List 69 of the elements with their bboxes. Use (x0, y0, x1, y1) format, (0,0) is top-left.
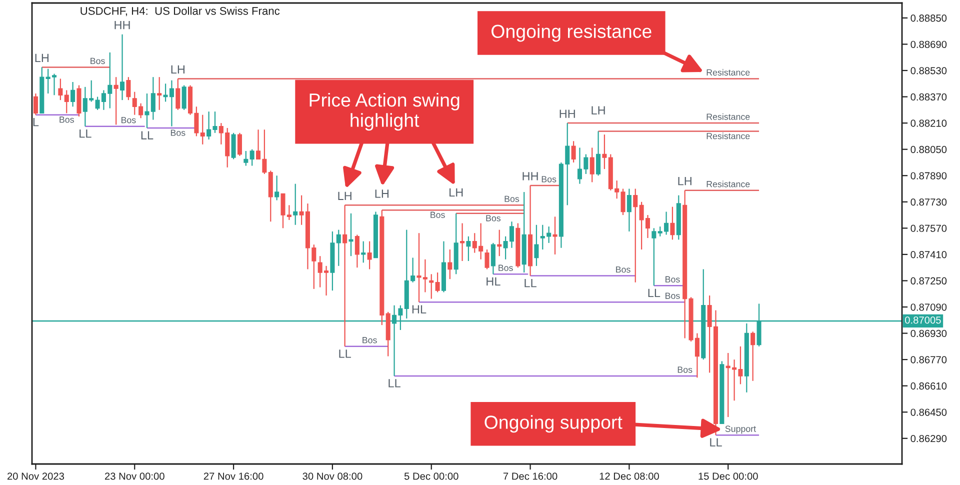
data-label: Bos (362, 337, 377, 344)
x-tick-label: 12 Dec 08:00 (600, 472, 659, 480)
data-label: HL (412, 305, 426, 314)
x-tick-label: 27 Nov 16:00 (204, 472, 264, 480)
x-tick-label: 20 Nov 2023 (7, 472, 64, 480)
data-label: Bos (60, 116, 74, 123)
data-label: Bos (430, 212, 445, 218)
x-tick-label: 7 Dec 16:00 (503, 472, 558, 480)
data-label: Bos (504, 196, 520, 202)
data-label: LL (524, 279, 536, 288)
data-label: LH (375, 190, 388, 198)
data-label: LL (388, 379, 400, 388)
data-label: LL (710, 438, 722, 446)
data-label: Support (725, 426, 756, 434)
data-label: Bos (666, 276, 680, 282)
y-tick-label: 0.88530 (910, 67, 947, 74)
y-tick-label: 0.88210 (910, 120, 947, 127)
annotation: Ongoing resistance (492, 24, 652, 42)
data-label: LL (648, 288, 660, 297)
data-label: LH (171, 65, 184, 74)
data-label: LH (35, 54, 48, 62)
data-label: Bos (498, 264, 513, 271)
x-tick-label: 15 Dec 00:00 (698, 472, 758, 480)
annotation: Ongoing support (484, 415, 622, 433)
data-label: LH (592, 106, 605, 114)
data-label: Bos (486, 215, 501, 222)
x-tick-label: 5 Dec 00:00 (404, 472, 458, 480)
annotation: HH (114, 21, 130, 30)
data-label: LL (80, 130, 92, 138)
y-tick-label: 0.86930 (910, 330, 947, 338)
y-tick-label: 0.86770 (910, 356, 947, 364)
data-label: Resistance (706, 180, 750, 188)
y-tick-label: 0.87410 (910, 251, 947, 258)
data-label: LH (450, 188, 463, 196)
data-label: HH (522, 172, 538, 180)
data-label: HL (486, 277, 500, 286)
data-label: HH (560, 110, 575, 118)
data-label: Resistance (706, 113, 750, 120)
x-tick-label: 23 Nov 00:00 (104, 472, 164, 480)
y-tick-label: 0.87890 (910, 172, 947, 180)
y-tick-label: 0.87250 (910, 277, 947, 284)
ref-line-label: 0.87005 (905, 316, 941, 324)
x-tick-label: 30 Nov 08:00 (302, 472, 362, 480)
data-label: Bos (542, 176, 556, 182)
data-label: Bos (616, 266, 630, 273)
data-label: L (33, 118, 39, 126)
data-label: Bos (90, 58, 105, 64)
y-tick-label: 0.88690 (910, 40, 947, 48)
data-label: Resistance (706, 69, 750, 76)
y-tick-label: 0.88050 (910, 146, 947, 154)
data-label: LL (141, 131, 154, 140)
data-label: Bos (170, 130, 186, 136)
data-label: LH (338, 192, 352, 200)
data-label: Resistance (706, 132, 750, 140)
data-label: Bos (666, 292, 680, 299)
chart-title: USDCHF, H4: US Dollar vs Swiss Franc (80, 6, 280, 16)
y-tick-label: 0.86450 (910, 408, 947, 416)
annotation: Price Action swing highlight (310, 92, 460, 131)
y-tick-label: 0.87570 (910, 224, 947, 232)
y-tick-label: 0.88850 (910, 14, 947, 22)
y-tick-label: 0.86610 (910, 382, 947, 390)
data-label: LL (339, 350, 351, 358)
data-label: Bos (122, 116, 136, 124)
y-tick-label: 0.87730 (910, 198, 947, 206)
data-label: Bos (678, 366, 692, 373)
y-tick-label: 0.88370 (910, 93, 947, 101)
data-label: LH (678, 177, 692, 186)
y-tick-label: 0.86290 (910, 434, 947, 442)
y-tick-label: 0.87090 (910, 304, 947, 311)
